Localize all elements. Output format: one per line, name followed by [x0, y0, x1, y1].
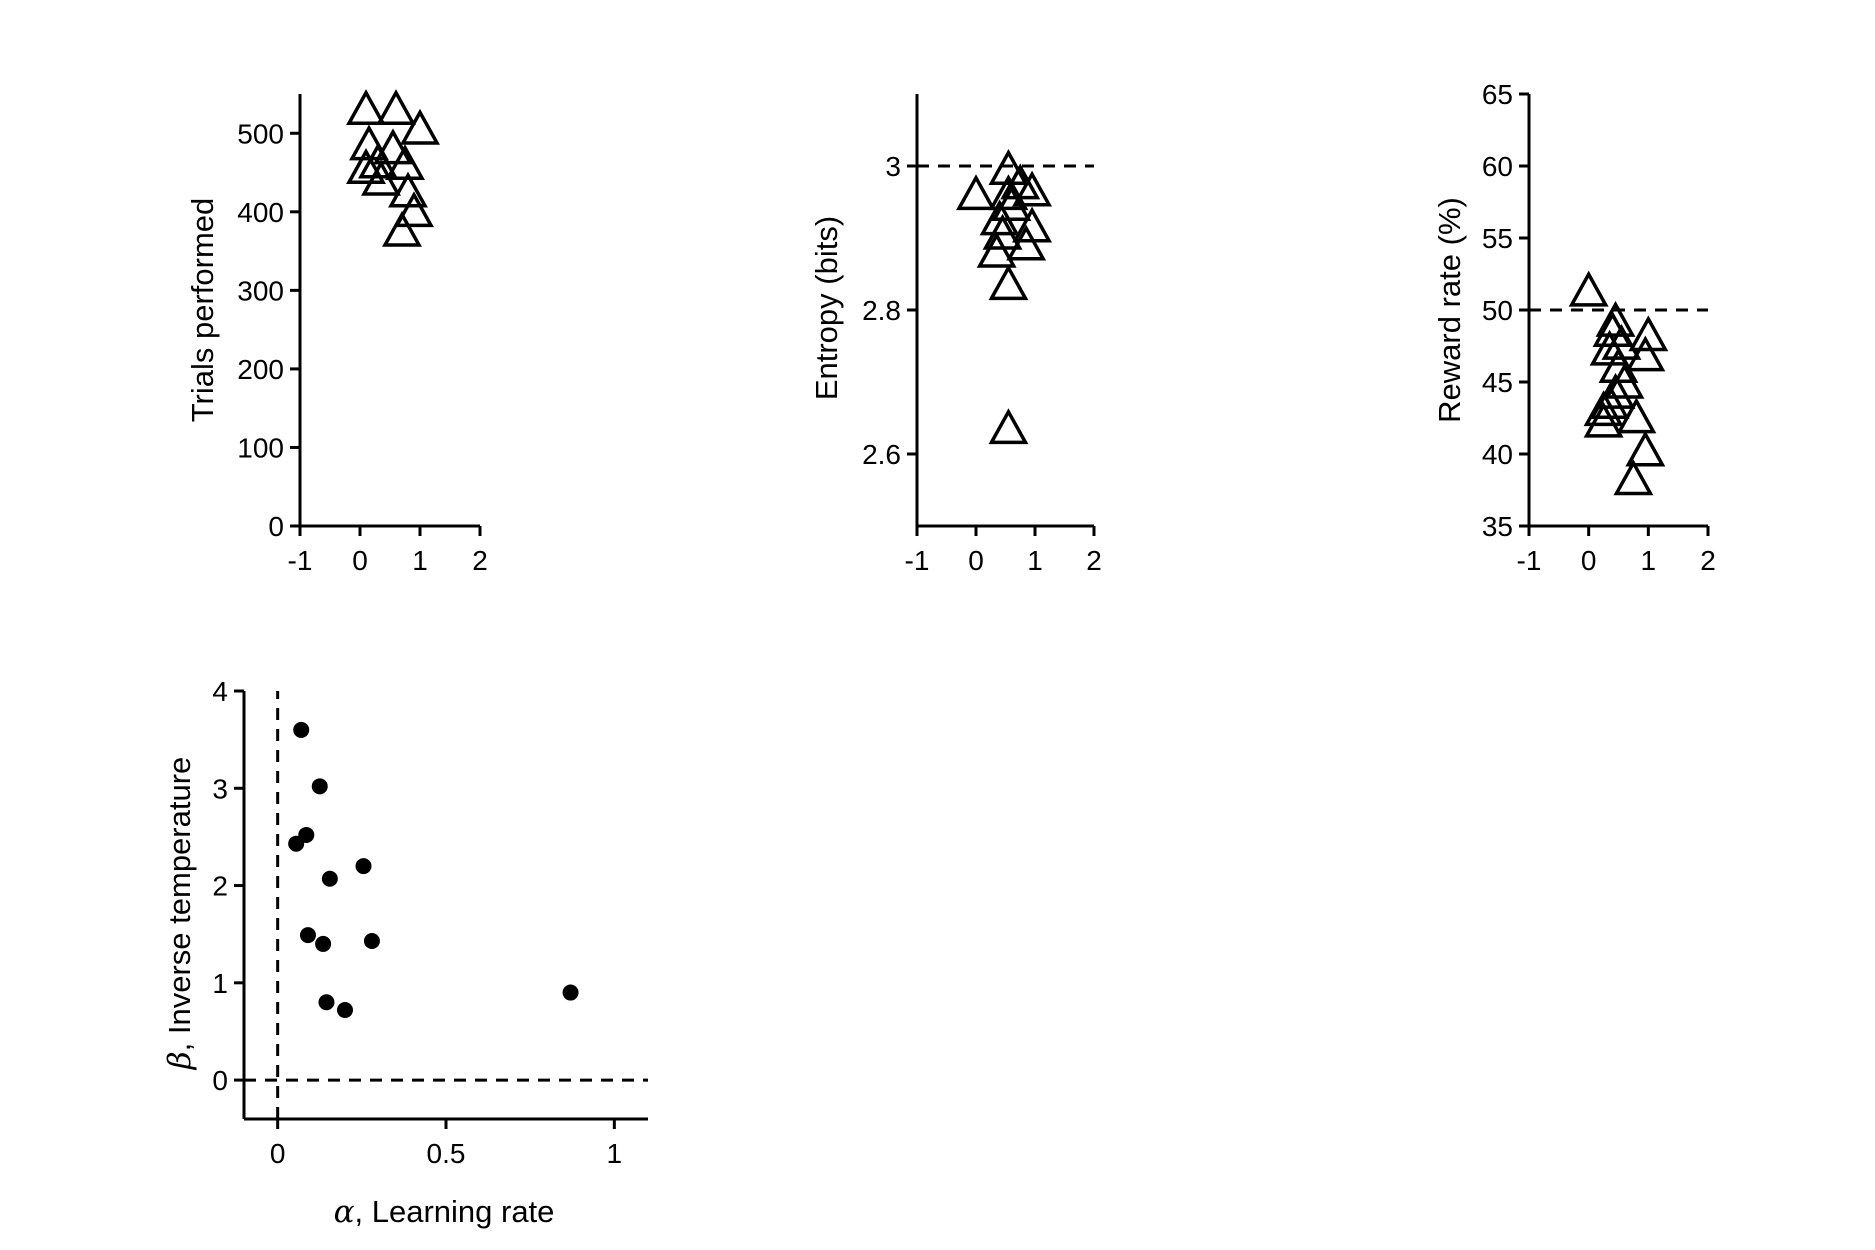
- panel-parameters: α, Learning rate β, Inverse temperature …: [162, 676, 648, 1230]
- entropy-data-point: [988, 408, 1029, 445]
- params-y-axis-label: β, Inverse temperature: [162, 757, 198, 1071]
- params-data-point: [363, 932, 380, 949]
- reward-x-tick-label: 0: [1581, 545, 1597, 576]
- trials-data-point: [400, 108, 440, 145]
- entropy-x-tick-label: 1: [1027, 545, 1043, 576]
- entropy-y-axis-label: Entropy (bits): [809, 216, 844, 400]
- entropy-data-point: [1012, 170, 1053, 207]
- params-y-tick-label: 4: [212, 676, 228, 707]
- entropy-y-tick-label: 2.8: [862, 295, 901, 326]
- params-data-point: [355, 858, 372, 875]
- entropy-data-point: [1006, 224, 1047, 261]
- trials-data-point: [376, 89, 416, 126]
- trials-data-point: [373, 128, 413, 165]
- reward-y-tick-label: 50: [1482, 295, 1513, 326]
- reward-data-point: [1628, 315, 1669, 352]
- trials-y-tick-label: 300: [237, 275, 284, 306]
- entropy-x-tick-label: -1: [905, 545, 930, 576]
- params-y-axis-label-text: , Inverse temperature: [162, 757, 197, 1052]
- entropy-data-point: [988, 174, 1029, 211]
- reward-data-point: [1625, 335, 1666, 372]
- reward-y-tick-label: 45: [1482, 367, 1513, 398]
- params-y-tick-label: 1: [212, 968, 228, 999]
- params-x-tick-label: 0.5: [427, 1138, 466, 1169]
- params-data-point: [293, 721, 310, 738]
- reward-y-tick-label: 35: [1482, 511, 1513, 542]
- reward-data-point: [1583, 401, 1624, 438]
- trials-y-tick-label: 0: [268, 511, 284, 542]
- params-data-point: [288, 835, 305, 852]
- entropy-x-tick-label: 0: [968, 545, 984, 576]
- trials-x-tick-label: 0: [352, 545, 368, 576]
- trials-x-tick-label: -1: [288, 545, 313, 576]
- params-data-point: [318, 994, 335, 1011]
- params-data-point: [311, 778, 328, 795]
- reward-data-point: [1568, 270, 1609, 307]
- reward-data-point: [1625, 430, 1666, 467]
- trials-data-point: [382, 210, 422, 247]
- params-data-point: [299, 927, 316, 944]
- params-data-point: [321, 870, 338, 887]
- reward-x-tick-label: 1: [1641, 545, 1657, 576]
- trials-y-tick-label: 100: [237, 432, 284, 463]
- alpha-symbol: α: [334, 1194, 355, 1230]
- entropy-data-point: [976, 231, 1017, 268]
- params-y-tick-label: 2: [212, 871, 228, 902]
- trials-x-tick-label: 1: [412, 545, 428, 576]
- reward-y-tick-label: 65: [1482, 79, 1513, 110]
- entropy-y-tick-label: 3: [885, 151, 901, 182]
- reward-x-tick-label: 2: [1700, 545, 1716, 576]
- trials-y-tick-label: 500: [237, 118, 284, 149]
- params-data-point: [562, 984, 579, 1001]
- params-x-axis-label-text: , Learning rate: [355, 1194, 555, 1229]
- reward-y-tick-label: 40: [1482, 439, 1513, 470]
- entropy-data-point: [988, 264, 1029, 301]
- panel-reward-rate: Reward rate (%) -1 0 1 2 35 40 45 50 55 60 65: [1432, 79, 1716, 576]
- reward-data-point: [1613, 459, 1654, 496]
- trials-y-tick-label: 200: [237, 354, 284, 385]
- params-data-point: [337, 1002, 353, 1019]
- params-y-tick-label: 0: [212, 1065, 228, 1096]
- params-x-axis-label: α, Learning rate: [334, 1194, 555, 1230]
- params-data-point: [315, 935, 332, 952]
- reward-y-tick-label: 55: [1482, 223, 1513, 254]
- panel-entropy: Entropy (bits) -1 0 1 2 2.6 2.8 3: [809, 94, 1102, 576]
- trials-data-point: [346, 89, 386, 126]
- entropy-y-tick-label: 2.6: [862, 439, 901, 470]
- beta-symbol: β: [162, 1051, 198, 1070]
- reward-data-point: [1583, 390, 1624, 427]
- params-x-tick-label: 0: [270, 1138, 286, 1169]
- trials-data-point: [361, 159, 401, 196]
- reward-data-point: [1604, 362, 1645, 399]
- params-y-tick-label: 3: [212, 773, 228, 804]
- trials-y-tick-label: 400: [237, 197, 284, 228]
- entropy-data-point: [979, 199, 1020, 236]
- params-x-tick-label: 1: [607, 1138, 623, 1169]
- trials-data-point: [346, 148, 386, 184]
- entropy-data-point: [956, 174, 996, 211]
- trials-data-point: [394, 191, 434, 228]
- trials-x-tick-label: 2: [472, 545, 488, 576]
- reward-y-tick-label: 60: [1482, 151, 1513, 182]
- trials-y-axis-label: Trials performed: [185, 198, 220, 423]
- reward-x-tick-label: -1: [1517, 545, 1542, 576]
- reward-y-axis-label: Reward rate (%): [1432, 197, 1467, 423]
- entropy-x-tick-label: 2: [1086, 545, 1102, 576]
- entropy-data-point: [988, 148, 1029, 185]
- entropy-data-point: [991, 184, 1032, 221]
- reward-data-point: [1616, 397, 1657, 434]
